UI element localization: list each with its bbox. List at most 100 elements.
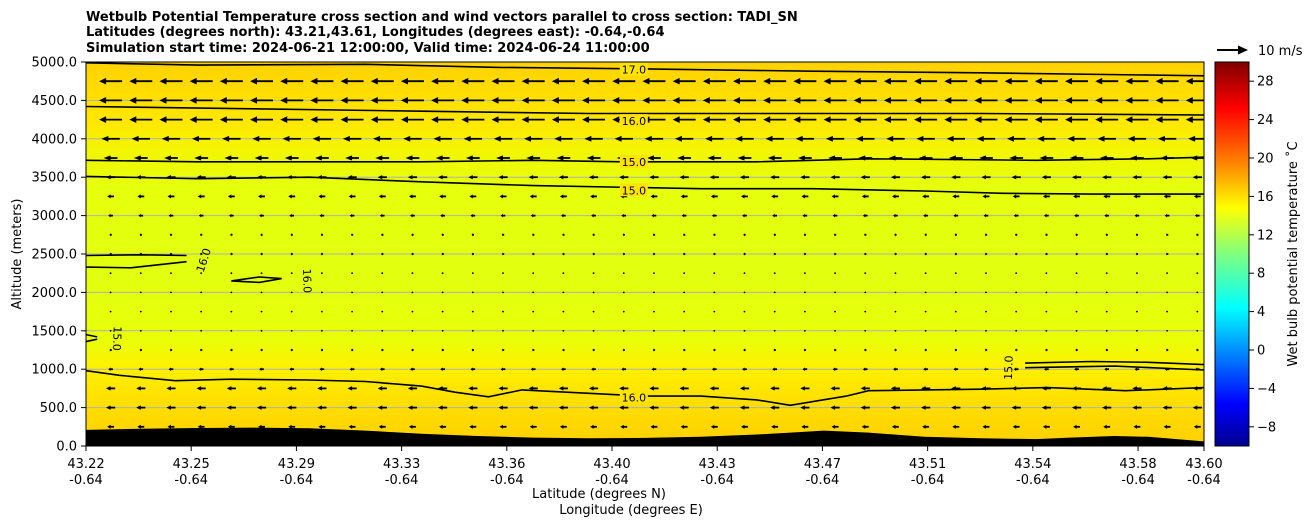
wind-vector-head [651, 213, 654, 218]
wind-vector-head [642, 77, 650, 85]
wind-vector-head [169, 348, 171, 352]
wind-vector [411, 310, 414, 313]
wind-vector [1136, 291, 1138, 294]
wind-vector [502, 291, 504, 294]
contour-line [86, 62, 1204, 77]
wind-vector [351, 329, 353, 332]
wind-vector-head [772, 213, 775, 218]
wind-vector-head [1163, 424, 1168, 429]
wind-vector-head [619, 386, 624, 391]
wind-vector-head [411, 252, 413, 256]
wind-vector-head [139, 252, 141, 256]
wind-vector-head [256, 174, 262, 180]
wind-vector-head [1013, 213, 1017, 218]
wind-vector-head [984, 233, 986, 237]
x-tick-label-lon: -0.64 [490, 473, 524, 488]
wind-vector [502, 310, 504, 313]
wind-vector-head [440, 213, 443, 218]
wind-vector-head [378, 424, 383, 429]
wind-vector [139, 310, 142, 313]
wind-vector-head [166, 405, 171, 410]
wind-vector-head [1105, 348, 1107, 352]
wind-vector-head [226, 174, 232, 180]
wind-vector-head [858, 155, 866, 161]
wind-vector [653, 272, 655, 275]
wind-vector-head [652, 233, 654, 237]
wind-vector-head [559, 194, 564, 199]
wind-vector-head [200, 252, 202, 256]
wind-vector-head [138, 367, 141, 372]
y-tick-label: 4500.0 [32, 94, 78, 109]
wind-vector-head [189, 97, 197, 104]
wind-vector [471, 291, 474, 294]
wind-vector-head [1034, 77, 1042, 85]
wind-vector [773, 329, 776, 332]
wind-vector-head [649, 174, 654, 180]
wind-vector [954, 329, 957, 332]
wind-vector [109, 272, 112, 275]
wind-vector-head [290, 348, 292, 352]
wind-vector-head [830, 405, 836, 410]
wind-vector [1075, 310, 1078, 313]
wind-vector-head [773, 348, 775, 352]
wind-vector-head [260, 348, 262, 352]
contour-label: 17.0 [619, 62, 648, 77]
wind-vector [924, 329, 927, 332]
wind-vector-head [642, 97, 650, 104]
contour-label: 16.0 [300, 268, 314, 293]
wind-vector-head [107, 194, 111, 199]
wind-vector [320, 329, 323, 332]
wind-vector-head [551, 97, 559, 104]
wind-vector-head [619, 174, 624, 180]
wind-vector-head [831, 424, 836, 429]
wind-vector-head [219, 116, 227, 123]
y-tick-label: 2000.0 [32, 286, 78, 301]
wind-vector-head [921, 405, 926, 410]
wind-vector-head [1192, 174, 1198, 180]
wind-vector-head [1194, 213, 1198, 218]
wind-vector-head [793, 77, 801, 85]
wind-vector-head [1042, 424, 1047, 429]
wind-vector [803, 291, 806, 294]
wind-vector-head [310, 77, 318, 85]
wind-vector-head [773, 233, 775, 237]
wind-vector-head [833, 252, 836, 256]
wind-vector-head [981, 386, 986, 391]
wind-vector [502, 329, 504, 332]
wind-vector-head [1065, 77, 1073, 85]
wind-vector-head [469, 194, 473, 199]
wind-vector-head [974, 116, 982, 123]
wind-vector [320, 310, 323, 313]
contour-label-bg [619, 62, 648, 76]
wind-vector-head [320, 252, 322, 256]
wind-vector-head [1133, 194, 1137, 199]
wind-vector-head [1132, 405, 1137, 410]
wind-vector-head [923, 213, 926, 218]
wind-vector-head [348, 424, 353, 429]
colorbar-gradient [1214, 61, 1250, 447]
wind-vector [683, 329, 686, 332]
wind-vector [985, 272, 987, 275]
wind-vector-head [588, 386, 594, 391]
wind-vector-head [348, 194, 353, 199]
wind-vector-head [612, 77, 620, 85]
wind-vector [139, 329, 142, 332]
wind-vector-head [317, 405, 322, 410]
wind-vector-head [712, 213, 715, 218]
wind-vector-head [319, 367, 322, 372]
wind-vector-head [287, 174, 292, 180]
wind-vector-head [381, 348, 383, 352]
wind-vector-head [891, 194, 896, 199]
wind-vector-head [1041, 386, 1047, 391]
wind-vector-head [1041, 174, 1047, 180]
wind-vector [562, 272, 565, 275]
wind-vector-head [733, 77, 741, 85]
wind-vector-head [319, 213, 322, 218]
wind-vector-head [894, 348, 896, 352]
wind-vector-head [375, 155, 383, 161]
wind-vector-head [763, 77, 771, 85]
x-tick-label-lon: -0.64 [385, 473, 419, 488]
x-tick-label-lon: -0.64 [1187, 473, 1221, 488]
x-tick-label-lon: -0.64 [174, 473, 208, 488]
